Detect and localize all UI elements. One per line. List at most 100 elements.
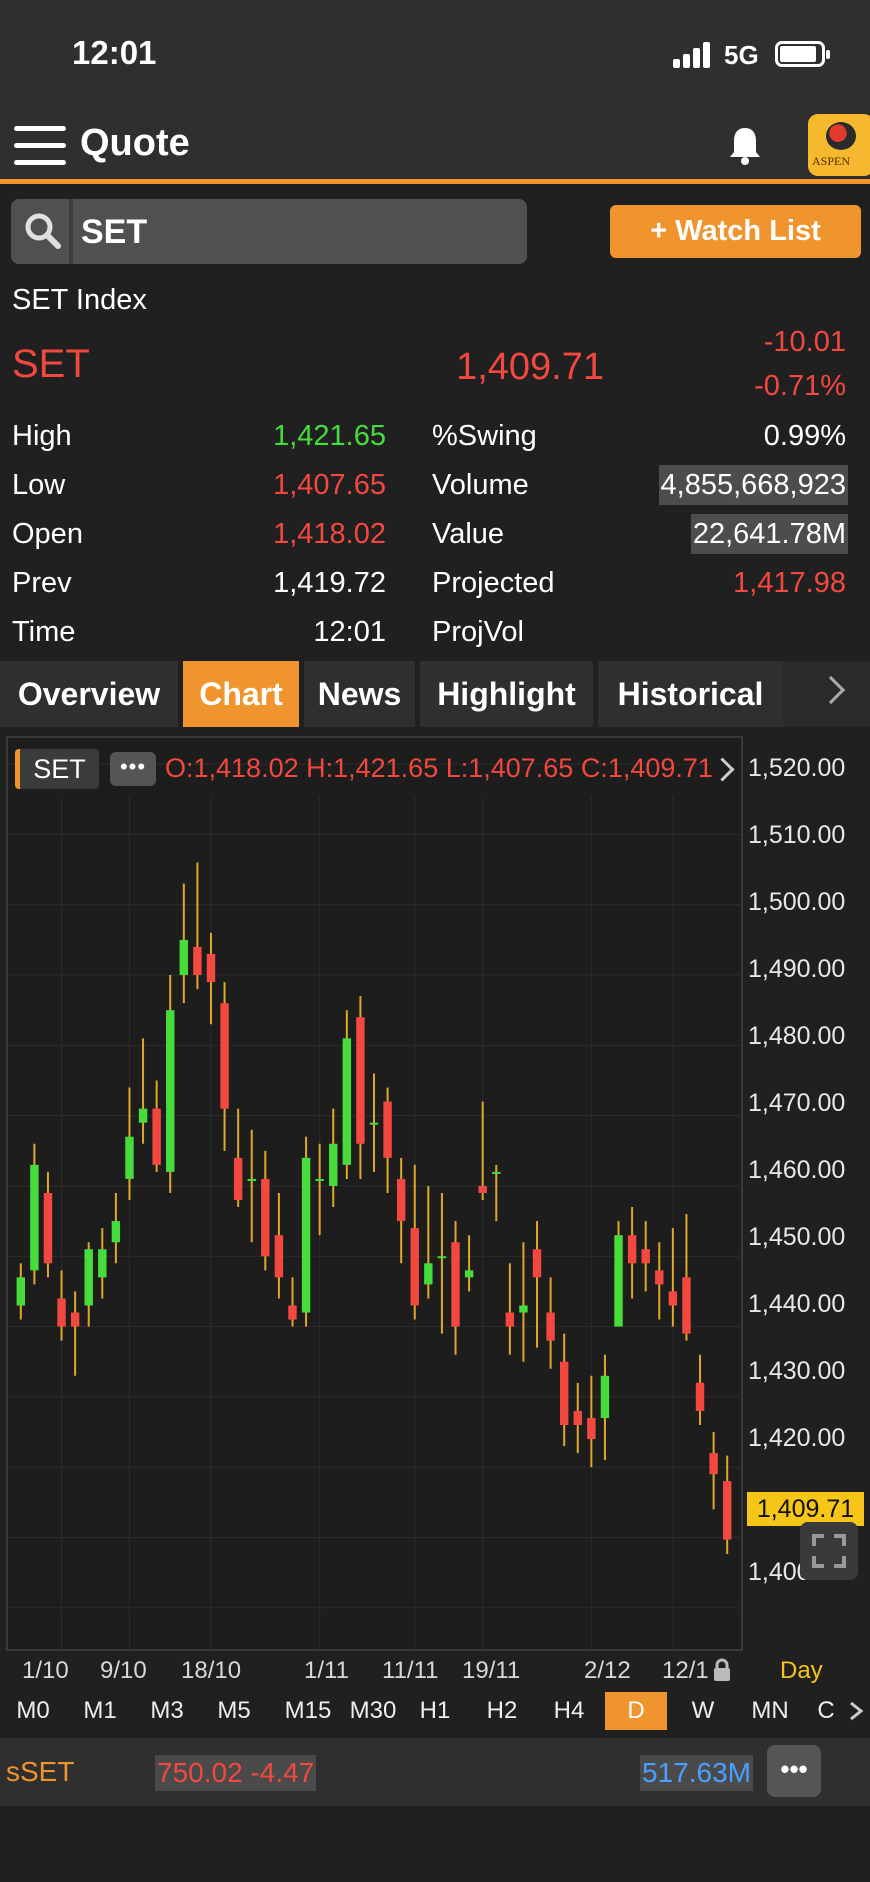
candle-body (627, 1235, 637, 1264)
candle-body (437, 1256, 447, 1259)
candle-body (478, 1185, 487, 1193)
timeframe-h2[interactable]: H2 (486, 1697, 518, 1724)
timeframe-w[interactable]: W (691, 1697, 715, 1724)
x-tick-label: 1/11 (304, 1657, 349, 1684)
tab-overview[interactable]: Overview (0, 661, 178, 727)
y-tick-label: 1,460.00 (748, 1156, 846, 1184)
x-tick-label: 2/12 (584, 1657, 631, 1684)
candle-body (274, 1235, 284, 1278)
candle-body (84, 1249, 93, 1306)
candle-body (261, 1178, 270, 1257)
swing-value: 0.99% (763, 420, 846, 452)
y-tick-label: 1,510.00 (748, 821, 846, 849)
candle-body (342, 1038, 352, 1165)
app-header: Quote ASPEN (0, 110, 870, 184)
symbol-search-input[interactable]: SET (11, 199, 527, 264)
chart-symbol-chip[interactable]: SET (15, 749, 99, 789)
tab-highlight[interactable]: Highlight (420, 661, 593, 727)
y-tick-label: 1,480.00 (748, 1022, 846, 1050)
timeframe-m30[interactable]: M30 (349, 1697, 397, 1724)
open-label: Open (12, 518, 83, 550)
more-button[interactable]: ••• (767, 1745, 821, 1797)
y-tick-label: 1,470.00 (748, 1089, 846, 1117)
chevron-right-icon (816, 675, 846, 705)
last-price: 1,409.71 (456, 346, 604, 388)
tabs-scroll-right-button[interactable] (783, 661, 870, 727)
swing-label: %Swing (432, 420, 537, 452)
timeframe-d[interactable]: D (605, 1692, 667, 1730)
candle-body (682, 1277, 691, 1334)
ticker-value: 750.02 -4.47 (155, 1755, 317, 1791)
timeframe-m3[interactable]: M3 (150, 1697, 184, 1724)
x-tick-label: 12/1 (662, 1657, 709, 1684)
candlestick-chart[interactable] (0, 736, 870, 1692)
battery-icon (775, 41, 830, 67)
timeframe-m0[interactable]: M0 (16, 1697, 50, 1724)
candle-body (356, 1017, 365, 1144)
chevron-right-icon[interactable] (846, 1700, 866, 1722)
price-chart[interactable]: SET ••• O:1,418.02 H:1,421.65 L:1,407.65… (0, 736, 870, 1692)
candle-body (424, 1263, 433, 1285)
y-tick-label: 1,500.00 (748, 888, 846, 916)
timeframe-m1[interactable]: M1 (83, 1697, 117, 1724)
status-bar: 12:01 5G (0, 0, 870, 110)
search-icon[interactable] (19, 207, 67, 255)
tab-historical[interactable]: Historical (598, 661, 783, 727)
value-value: 22,641.78M (690, 514, 848, 554)
projvol-label: ProjVol (432, 616, 524, 648)
x-tick-label: 1/10 (22, 1657, 69, 1684)
chevron-right-icon[interactable] (712, 750, 740, 790)
timeframe-h4[interactable]: H4 (553, 1697, 585, 1724)
timeframe-m15[interactable]: M15 (284, 1697, 332, 1724)
candle-body (220, 1003, 229, 1109)
menu-icon[interactable] (14, 124, 66, 168)
candle-body (369, 1122, 379, 1125)
candle-body (233, 1157, 243, 1201)
candle-body (16, 1277, 26, 1306)
timeframe-m5[interactable]: M5 (217, 1697, 251, 1724)
x-tick-label: 11/11 (382, 1657, 439, 1684)
candle-body (709, 1453, 718, 1475)
candle-body (559, 1361, 569, 1426)
ticker-volume: 517.63M (640, 1755, 753, 1791)
time-value: 12:01 (313, 616, 386, 648)
candle-body (166, 1010, 175, 1172)
timeframe-c[interactable]: C (817, 1697, 835, 1724)
candle-body (247, 1178, 256, 1181)
projected-label: Projected (432, 567, 555, 599)
tab-news[interactable]: News (304, 661, 415, 727)
timeframe-bar: M0 M1 M3 M5 M15 M30 H1 H2 H4 D W MN C (0, 1692, 870, 1730)
candle-body (519, 1305, 528, 1313)
high-label: High (12, 420, 72, 452)
prev-label: Prev (12, 567, 72, 599)
candle-body (301, 1157, 311, 1313)
candle-body (111, 1221, 121, 1243)
candle-body (57, 1298, 66, 1327)
expand-icon (812, 1534, 846, 1568)
bell-icon[interactable] (727, 124, 763, 166)
aspen-logo[interactable]: ASPEN (808, 114, 870, 176)
value-label: Value (432, 518, 505, 550)
ticker-symbol[interactable]: sSET (6, 1756, 75, 1787)
price-change: -10.01 (763, 326, 846, 358)
time-label: Time (12, 616, 76, 648)
candle-body (179, 939, 189, 976)
projected-value: 1,417.98 (733, 567, 846, 599)
timeframe-h1[interactable]: H1 (419, 1697, 451, 1724)
last-price-tag: 1,409.71 (747, 1492, 864, 1526)
add-watch-list-button[interactable]: + Watch List (610, 205, 861, 258)
candle-body (505, 1312, 515, 1327)
quote-symbol: SET (12, 342, 90, 386)
fullscreen-button[interactable] (800, 1522, 858, 1580)
chart-options-button[interactable]: ••• (110, 752, 156, 786)
candle-body (587, 1417, 596, 1440)
tab-chart[interactable]: Chart (183, 661, 299, 727)
candle-body (655, 1270, 664, 1285)
candle-body (546, 1312, 555, 1341)
period-label: Day (780, 1657, 823, 1684)
search-value[interactable]: SET (81, 213, 148, 251)
signal-icon (673, 40, 715, 68)
candle-body (464, 1270, 474, 1278)
prev-value: 1,419.72 (273, 567, 386, 599)
timeframe-mn[interactable]: MN (751, 1697, 789, 1724)
